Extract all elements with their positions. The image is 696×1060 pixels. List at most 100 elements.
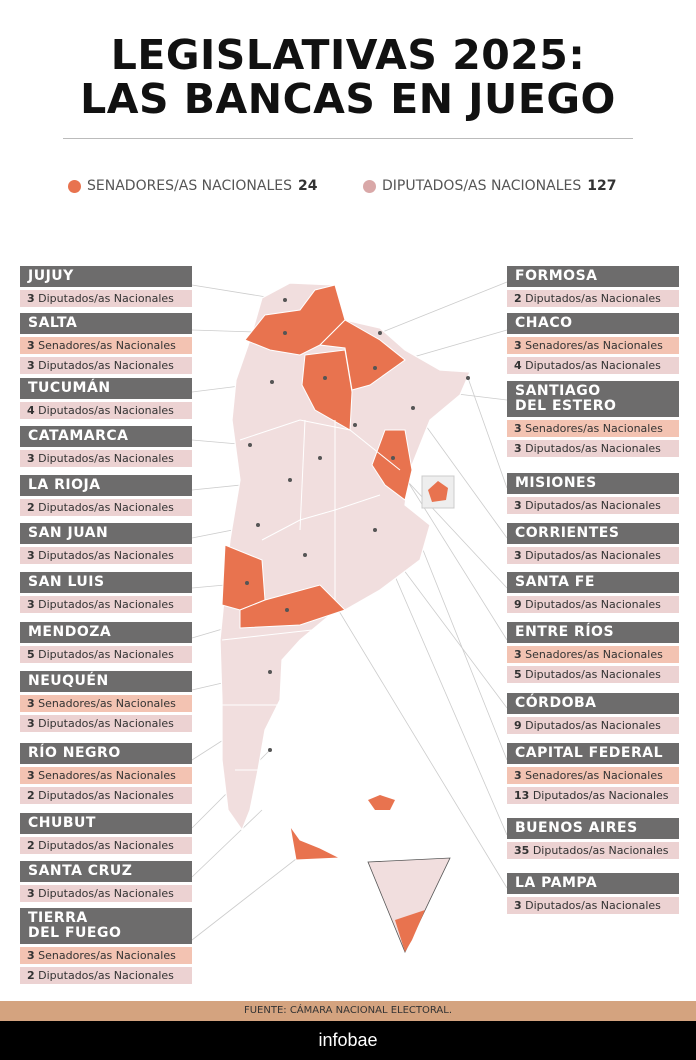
senadores-count: 3: [27, 697, 35, 710]
senadores-count: 3: [27, 339, 35, 352]
diputados-label: Diputados/as Nacionales: [525, 719, 661, 732]
diputados-row: 2 Diputados/as Nacionales: [507, 290, 679, 307]
province-name: BUENOS AIRES: [507, 818, 679, 839]
diputados-label: Diputados/as Nacionales: [38, 359, 174, 372]
diputados-row: 2 Diputados/as Nacionales: [20, 837, 192, 854]
province-name: SAN JUAN: [20, 523, 192, 544]
senadores-swatch: [68, 179, 81, 193]
province-block: SAN JUAN 3 Diputados/as Nacionales: [20, 523, 192, 564]
diputados-row: 3 Diputados/as Nacionales: [20, 357, 192, 374]
diputados-label: Diputados/as Nacionales: [38, 887, 174, 900]
province-name: SAN LUIS: [20, 572, 192, 593]
diputados-row: 3 Diputados/as Nacionales: [20, 450, 192, 467]
province-block: SANTA FE 9 Diputados/as Nacionales: [507, 572, 679, 613]
senadores-label: Senadores/as Nacionales: [38, 769, 176, 782]
source-note: FUENTE: CÁMARA NACIONAL ELECTORAL.: [0, 1001, 696, 1021]
province-block: NEUQUÉN 3 Senadores/as Nacionales 3 Diputa…: [20, 671, 192, 732]
legend-senadores-label: SENADORES/AS NACIONALES: [87, 178, 292, 194]
province-block: JUJUY 3 Diputados/as Nacionales: [20, 266, 192, 307]
province-name: CAPITAL FEDERAL: [507, 743, 679, 764]
diputados-row: 4 Diputados/as Nacionales: [20, 402, 192, 419]
diputados-label: Diputados/as Nacionales: [525, 442, 661, 455]
diputados-row: 13 Diputados/as Nacionales: [507, 787, 679, 804]
diputados-row: 9 Diputados/as Nacionales: [507, 717, 679, 734]
senadores-row: 3 Senadores/as Nacionales: [20, 947, 192, 964]
diputados-label: Diputados/as Nacionales: [525, 359, 661, 372]
diputados-count: 2: [514, 292, 522, 305]
diputados-count: 2: [27, 839, 35, 852]
province-name: MENDOZA: [20, 622, 192, 643]
diputados-label: Diputados/as Nacionales: [38, 789, 174, 802]
diputados-count: 3: [27, 359, 35, 372]
diputados-row: 5 Diputados/as Nacionales: [507, 666, 679, 683]
diputados-count: 9: [514, 598, 522, 611]
diputados-label: Diputados/as Nacionales: [525, 598, 661, 611]
province-name: FORMOSA: [507, 266, 679, 287]
diputados-count: 3: [27, 598, 35, 611]
diputados-count: 2: [27, 969, 35, 982]
province-block: SANTIAGO DEL ESTERO 3 Senadores/as Nacion…: [507, 381, 679, 457]
legend-diputados-total: 127: [587, 178, 617, 194]
senadores-label: Senadores/as Nacionales: [38, 339, 176, 352]
leader-lines: [191, 281, 508, 941]
province-block: FORMOSA 2 Diputados/as Nacionales: [507, 266, 679, 307]
diputados-row: 3 Diputados/as Nacionales: [507, 440, 679, 457]
diputados-row: 3 Diputados/as Nacionales: [507, 497, 679, 514]
diputados-row: 2 Diputados/as Nacionales: [20, 967, 192, 984]
title-line-2: LAS BANCAS EN JUEGO: [80, 75, 616, 123]
diputados-count: 3: [27, 452, 35, 465]
diputados-row: 3 Diputados/as Nacionales: [20, 547, 192, 564]
diputados-label: Diputados/as Nacionales: [38, 404, 174, 417]
senadores-row: 3 Senadores/as Nacionales: [20, 695, 192, 712]
diputados-count: 3: [27, 292, 35, 305]
diputados-count: 13: [514, 789, 530, 802]
province-name: CORRIENTES: [507, 523, 679, 544]
diputados-count: 3: [27, 549, 35, 562]
senadores-row: 3 Senadores/as Nacionales: [507, 420, 679, 437]
senadores-label: Senadores/as Nacionales: [525, 769, 663, 782]
diputados-count: 5: [27, 648, 35, 661]
diputados-count: 3: [27, 887, 35, 900]
province-block: MISIONES 3 Diputados/as Nacionales: [507, 473, 679, 514]
diputados-row: 3 Diputados/as Nacionales: [507, 547, 679, 564]
province-name: SANTIAGO DEL ESTERO: [507, 381, 679, 417]
province-name: CHACO: [507, 313, 679, 334]
diputados-label: Diputados/as Nacionales: [38, 648, 174, 661]
diputados-count: 3: [514, 549, 522, 562]
province-name: TIERRA DEL FUEGO: [20, 908, 192, 944]
diputados-count: 5: [514, 668, 522, 681]
province-name: ENTRE RÍOS: [507, 622, 679, 643]
legend-senadores: SENADORES/AS NACIONALES 24: [68, 178, 317, 194]
diputados-count: 2: [27, 501, 35, 514]
diputados-row: 5 Diputados/as Nacionales: [20, 646, 192, 663]
diputados-count: 9: [514, 719, 522, 732]
province-block: RÍO NEGRO 3 Senadores/as Nacionales 2 Dipu…: [20, 743, 192, 804]
province-name: JUJUY: [20, 266, 192, 287]
capital-federal-inset: [421, 475, 455, 509]
province-block: BUENOS AIRES 35 Diputados/as Nacionales: [507, 818, 679, 859]
diputados-count: 4: [514, 359, 522, 372]
salta: [244, 284, 346, 356]
diputados-row: 9 Diputados/as Nacionales: [507, 596, 679, 613]
province-name: LA RIOJA: [20, 475, 192, 496]
diputados-label: Diputados/as Nacionales: [38, 839, 174, 852]
diputados-count: 4: [27, 404, 35, 417]
senadores-row: 3 Senadores/as Nacionales: [507, 337, 679, 354]
province-block: CÓRDOBA 9 Diputados/as Nacionales: [507, 693, 679, 734]
diputados-label: Diputados/as Nacionales: [38, 292, 174, 305]
senadores-row: 3 Senadores/as Nacionales: [507, 767, 679, 784]
diputados-label: Diputados/as Nacionales: [525, 668, 661, 681]
diputados-label: Diputados/as Nacionales: [38, 969, 174, 982]
diputados-count: 35: [514, 844, 530, 857]
province-block: SAN LUIS 3 Diputados/as Nacionales: [20, 572, 192, 613]
tierra-del-fuego-island: [289, 825, 342, 861]
diputados-label: Diputados/as Nacionales: [38, 501, 174, 514]
diputados-label: Diputados/as Nacionales: [38, 549, 174, 562]
province-name: LA PAMPA: [507, 873, 679, 894]
senadores-row: 3 Senadores/as Nacionales: [507, 646, 679, 663]
diputados-label: Diputados/as Nacionales: [38, 598, 174, 611]
province-block: TUCUMÁN 4 Diputados/as Nacionales: [20, 378, 192, 419]
province-block: SANTA CRUZ 3 Diputados/as Nacionales: [20, 861, 192, 902]
